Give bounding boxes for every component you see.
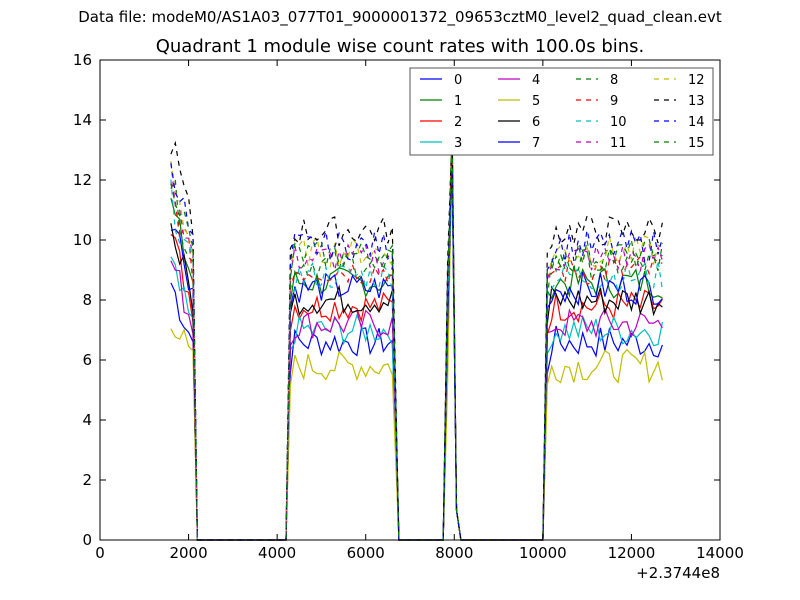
series-line-8: [170, 166, 663, 541]
x-tick-label: 0: [95, 544, 105, 562]
legend-label: 4: [532, 73, 540, 88]
series-line-0: [170, 139, 663, 541]
series-line-1: [170, 163, 663, 541]
legend-label: 1: [454, 94, 462, 109]
legend-label: 5: [532, 94, 540, 109]
ticks: 0 2000 4000 6000 8000 10000 12000 1400002468101…: [73, 51, 744, 562]
series-line-4: [170, 144, 663, 541]
series-line-7: [170, 159, 663, 541]
y-tick-label: 0: [82, 531, 92, 549]
y-tick-label: 6: [82, 351, 92, 369]
legend-label: 2: [454, 115, 462, 130]
legend-box: [409, 67, 714, 156]
y-tick-label: 16: [73, 51, 92, 69]
plot-lines: [170, 122, 663, 541]
series-line-12: [170, 133, 663, 541]
legend-label: 14: [688, 115, 705, 130]
legend-label: 10: [610, 115, 627, 130]
x-tick-label: 14000: [696, 544, 744, 562]
x-tick-label: 2000: [169, 544, 207, 562]
series-line-14: [170, 163, 663, 541]
x-tick-label: 4000: [258, 544, 296, 562]
series-line-2: [170, 163, 663, 541]
y-tick-label: 12: [73, 171, 92, 189]
legend-label: 0: [454, 73, 462, 88]
legend-label: 11: [610, 136, 627, 151]
series-line-6: [170, 152, 663, 541]
y-tick-label: 8: [82, 291, 92, 309]
legend-label: 13: [688, 94, 705, 109]
x-tick-label: 6000: [347, 544, 385, 562]
legend-label: 6: [532, 115, 540, 130]
legend-label: 3: [454, 136, 462, 151]
x-tick-label: 12000: [608, 544, 656, 562]
y-tick-label: 2: [82, 471, 92, 489]
series-line-15: [170, 125, 663, 541]
legend-label: 15: [688, 136, 705, 151]
series-line-11: [170, 128, 663, 541]
legend-label: 12: [688, 73, 705, 88]
legend-label: 8: [610, 73, 618, 88]
x-tick-label: 10000: [519, 544, 567, 562]
y-tick-label: 10: [73, 231, 92, 249]
series-line-10: [170, 167, 663, 541]
y-tick-label: 14: [73, 111, 92, 129]
series-line-9: [170, 129, 663, 541]
x-offset-label: +2.3744e8: [636, 564, 720, 582]
legend-label: 7: [532, 136, 540, 151]
legend-label: 9: [610, 94, 618, 109]
suptitle: Data file: modeM0/AS1A03_077T01_90000013…: [78, 8, 722, 26]
chart-title: Quadrant 1 module wise count rates with …: [155, 36, 645, 57]
series-line-3: [170, 122, 663, 541]
x-tick-label: 8000: [435, 544, 473, 562]
y-tick-label: 4: [82, 411, 92, 429]
series-line-5: [170, 144, 663, 541]
series-line-13: [170, 130, 663, 541]
